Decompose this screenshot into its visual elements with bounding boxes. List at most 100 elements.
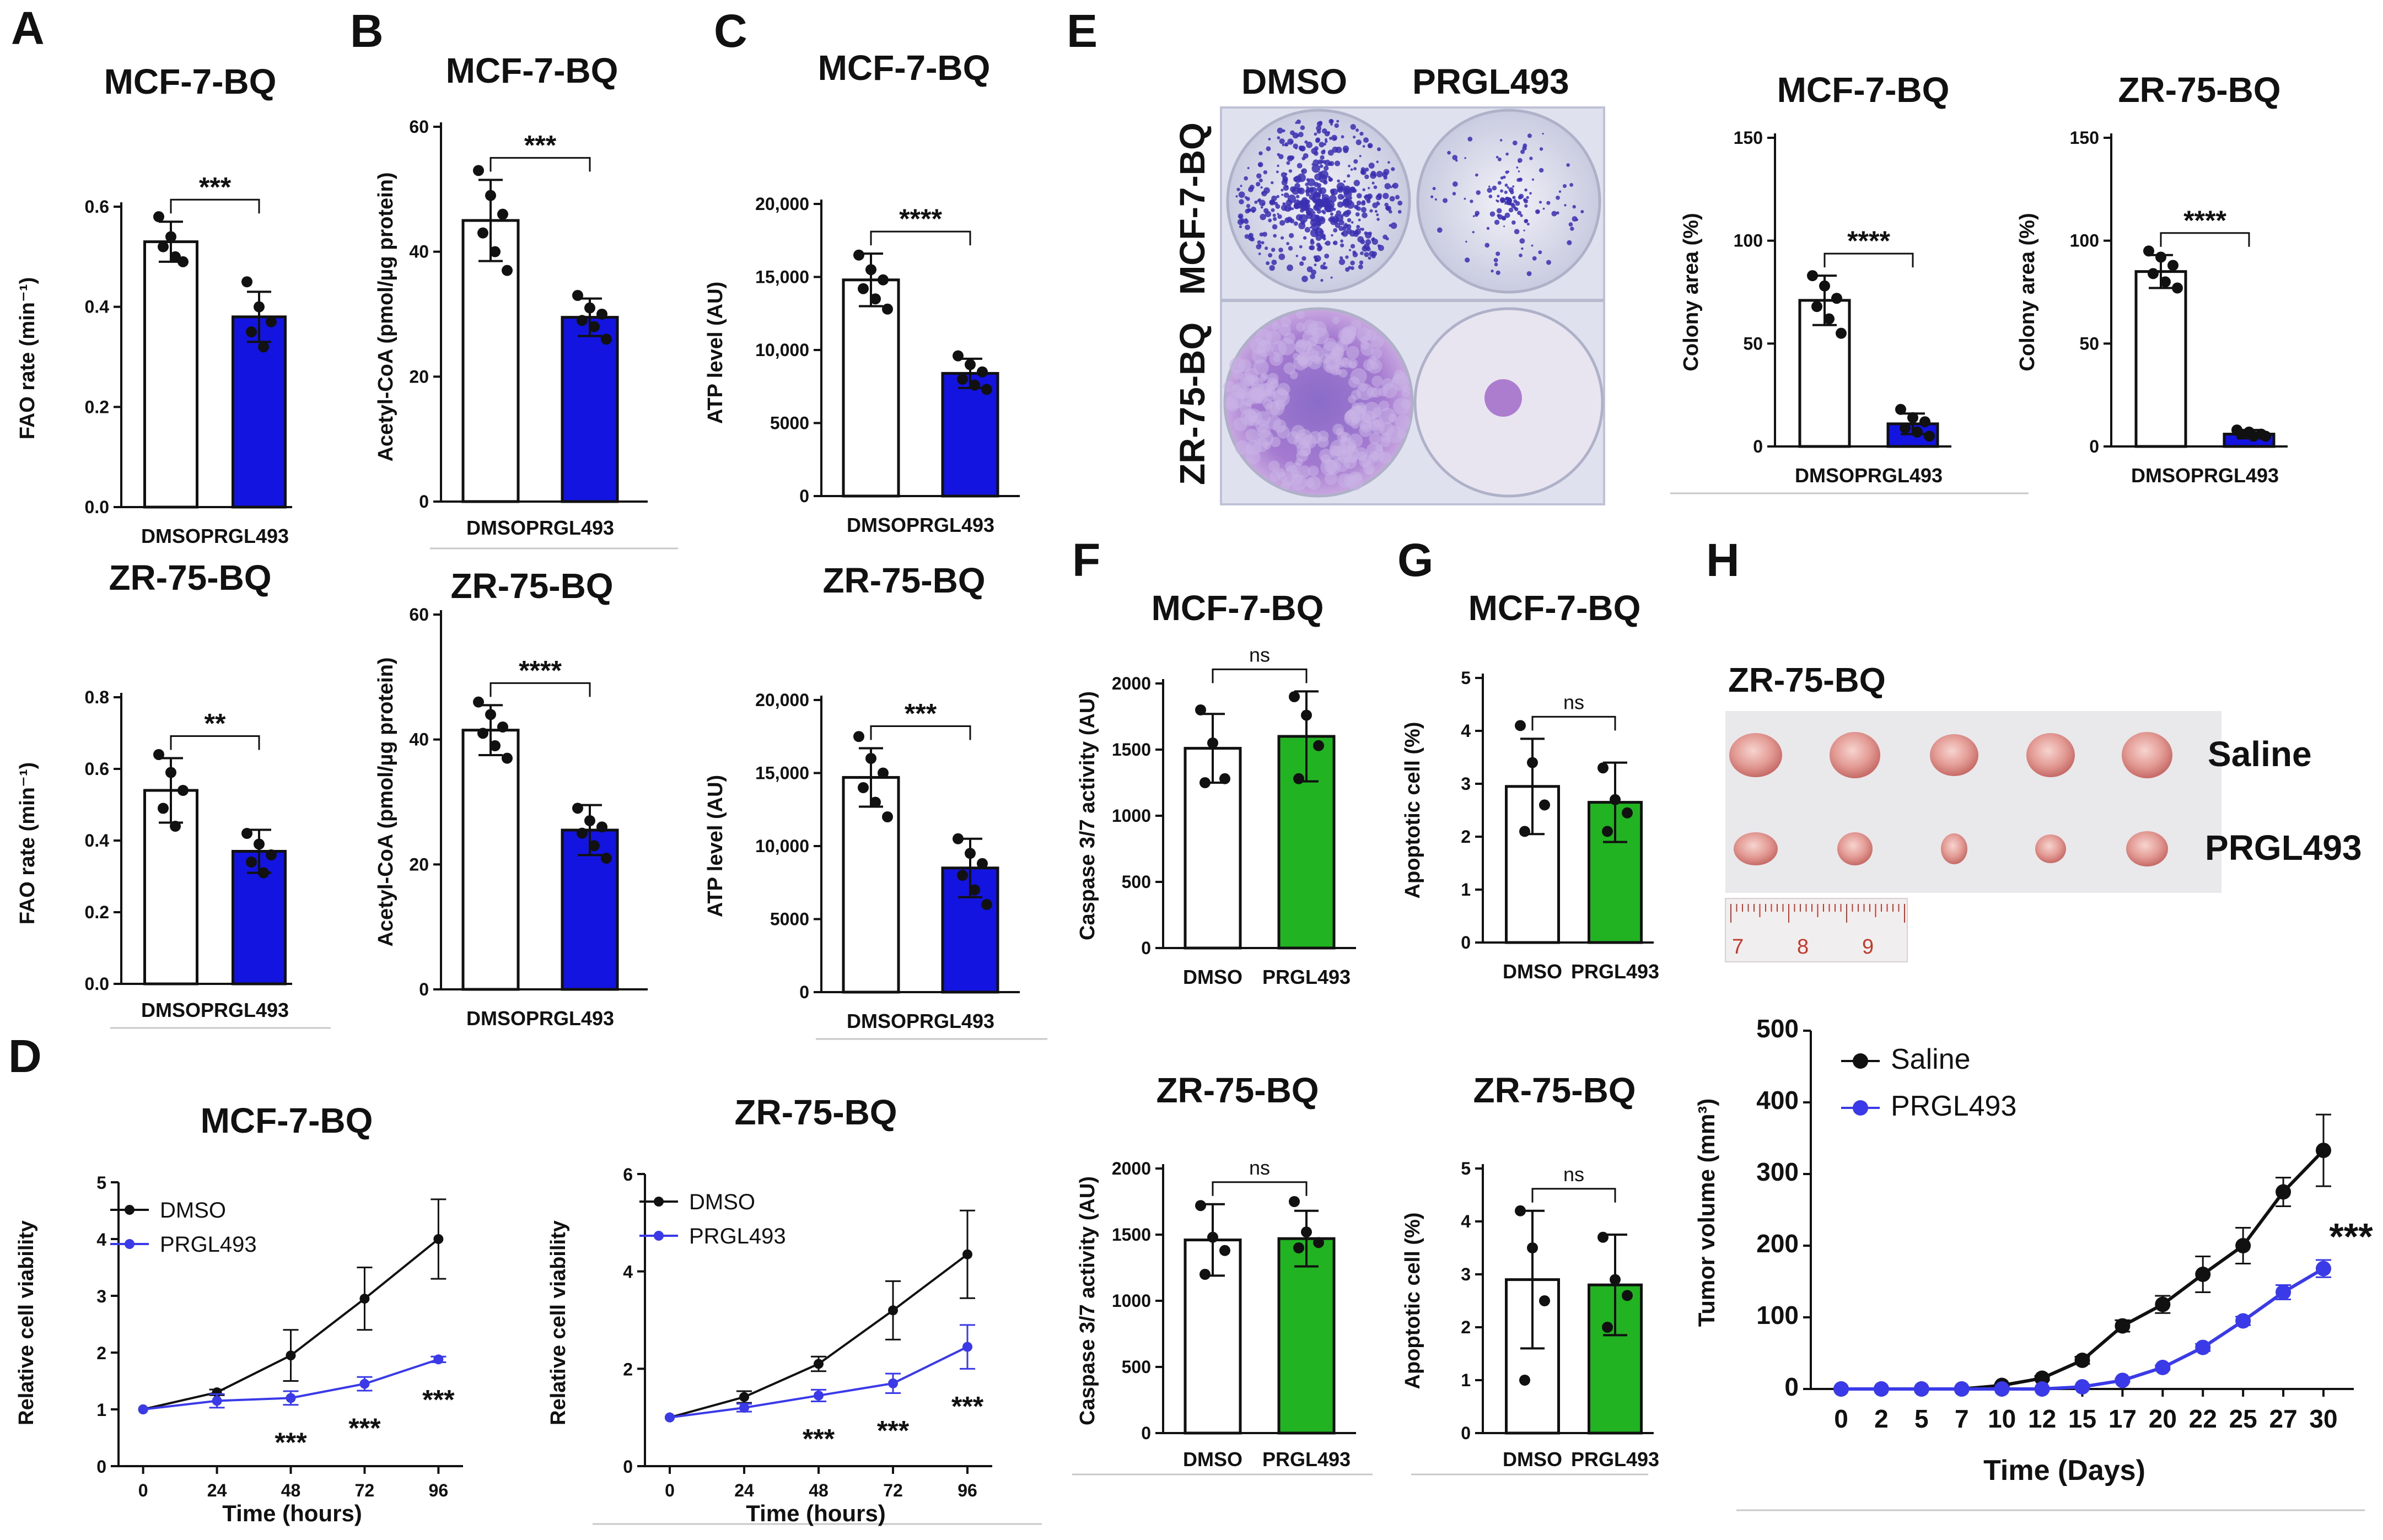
colony-dot: [1314, 192, 1319, 198]
colony-dot: [1262, 399, 1273, 410]
c2-point: [865, 753, 876, 764]
colony-dot: [1367, 143, 1373, 149]
d2-xlabel: Time (hours): [746, 1500, 886, 1526]
b1-point: [572, 290, 583, 301]
b2-point: [489, 740, 501, 751]
f2-point: [1195, 1200, 1206, 1211]
colony-dot: [1236, 187, 1240, 191]
b2-point: [502, 752, 513, 764]
colony-dot: [1238, 215, 1242, 219]
colony-dot: [1324, 254, 1330, 259]
g1-point: [1515, 720, 1526, 731]
a2-point: [241, 828, 252, 839]
c2-point: [953, 833, 964, 844]
c1-point: [858, 283, 869, 294]
colony-dot: [1272, 224, 1278, 230]
a1-bar-prgl493: [232, 315, 287, 509]
g2-point: [1527, 1242, 1538, 1253]
c2-point: [965, 848, 976, 859]
c1-point: [865, 264, 876, 276]
colony-dot: [1319, 164, 1324, 168]
colony-dot: [1455, 159, 1458, 162]
tumor-saline: [1930, 734, 1978, 776]
colony-dot: [1255, 419, 1269, 433]
h-point-prgl493: [2195, 1339, 2211, 1355]
h-x-tick-label: 20: [2149, 1404, 2177, 1433]
colony-dot: [1510, 190, 1514, 195]
colony-dot: [1452, 192, 1456, 196]
d1-x-tick-label: 0: [138, 1480, 148, 1500]
colony-dot: [1397, 209, 1402, 214]
colony-dot: [1248, 186, 1254, 192]
colony-dot: [1325, 240, 1331, 246]
a2-tick-label: 0.2: [85, 902, 109, 922]
g2-category-label: PRGL493: [1571, 1448, 1659, 1471]
d2-point-dmso: [739, 1392, 749, 1402]
colony-dot: [1343, 187, 1351, 195]
colony-dot: [1353, 167, 1357, 171]
colony-dot: [1503, 225, 1505, 228]
colony-dot: [1531, 244, 1534, 247]
c1-point: [981, 384, 992, 395]
colony-dot: [1323, 262, 1326, 265]
colony-dot: [1336, 120, 1340, 123]
f1-significance-bracket: [1212, 668, 1308, 683]
colony-dot: [1254, 437, 1269, 453]
colony-dot: [1340, 243, 1344, 247]
colony-dot: [1359, 132, 1364, 136]
g1-tick-label: 5: [1461, 668, 1471, 688]
colony-dot: [1356, 224, 1360, 229]
c1-point: [969, 379, 980, 391]
colony-dot: [1519, 177, 1522, 181]
a1-significance-bracket: [170, 198, 260, 214]
colony-dot: [1325, 364, 1332, 371]
e2-tick-label: 150: [2070, 128, 2099, 148]
colony-dot: [1317, 183, 1322, 187]
colony-dot: [1311, 163, 1314, 166]
colony-dot: [1289, 233, 1294, 238]
h-point-prgl493: [2115, 1372, 2131, 1388]
chart-b-zr75-acetylcoa: ZR-75-BQ Acetyl-CoA (pmol/µg protein) 0 20 4…: [374, 566, 648, 1030]
colony-dot: [1376, 218, 1380, 221]
c1-point: [977, 366, 988, 378]
tumor-row-saline: Saline: [2208, 734, 2312, 774]
colony-dot: [1570, 227, 1574, 231]
colony-dot: [1287, 155, 1293, 161]
colony-dot: [1317, 159, 1323, 165]
h-legend-label: Saline: [1891, 1043, 1971, 1075]
colony-dot: [1235, 440, 1250, 455]
colony-dot: [1512, 140, 1518, 146]
colony-dot: [1344, 198, 1350, 203]
colony-dot: [1508, 200, 1510, 202]
f1-point: [1219, 773, 1230, 784]
colony-dot: [1500, 176, 1504, 180]
colony-dot: [1345, 255, 1349, 259]
colony-dot: [1567, 240, 1572, 245]
e2-significance-bracket: [2160, 232, 2250, 247]
colony-dot: [1284, 142, 1289, 147]
colony-dot: [1392, 397, 1410, 415]
colony-dot: [1496, 155, 1499, 159]
colony-dot: [1311, 148, 1318, 154]
colony-dot: [1273, 387, 1288, 403]
colony-dot: [1240, 185, 1242, 187]
d2-point-dmso: [888, 1305, 898, 1316]
c2-ylabel: ATP level (AU): [704, 775, 727, 917]
h-y-tick-label: 100: [1756, 1301, 1799, 1329]
d2-x-tick-label: 72: [883, 1480, 903, 1500]
colony-dot: [1312, 327, 1330, 344]
b2-title: ZR-75-BQ: [450, 566, 613, 606]
h-significance: ***: [2329, 1216, 2373, 1258]
colony-dot: [1505, 152, 1509, 156]
colony-dot: [1371, 238, 1379, 245]
colony-dot: [1295, 195, 1300, 198]
d1-significance: ***: [348, 1413, 381, 1444]
colony-dot: [1312, 211, 1316, 214]
g1-tick-label: 0: [1461, 933, 1471, 952]
c1-category-labels: DMSOPRGL493: [847, 514, 994, 536]
colony-dot: [1374, 209, 1378, 213]
colony-dot: [1496, 270, 1500, 275]
h-point-prgl493: [2316, 1261, 2331, 1277]
c2-tick-label: 10,000: [755, 836, 809, 856]
colony-dot: [1348, 395, 1357, 403]
